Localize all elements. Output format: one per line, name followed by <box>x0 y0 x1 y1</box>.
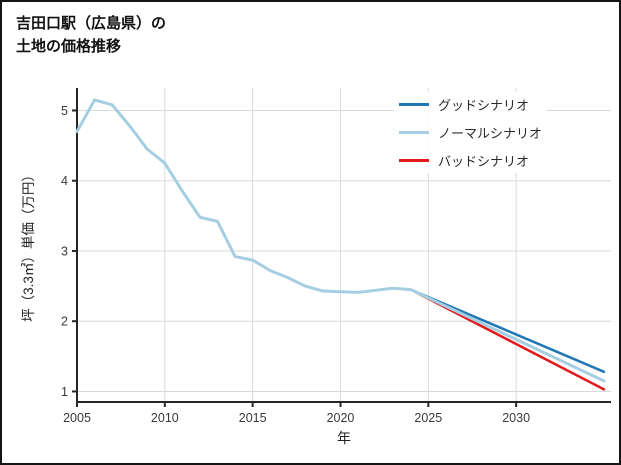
legend-item-good-scenario: グッドシナリオ <box>399 95 542 114</box>
legend-line-normal-scenario <box>399 131 429 134</box>
y-tick-label: 4 <box>61 174 68 188</box>
x-tick-label: 2015 <box>239 411 267 425</box>
chart-title: 吉田口駅（広島県）の 土地の価格推移 <box>16 12 166 59</box>
x-axis-label: 年 <box>337 430 351 446</box>
legend-line-bad-scenario <box>399 159 429 162</box>
series-line-1 <box>75 98 606 383</box>
x-tick-label: 2030 <box>502 411 530 425</box>
legend-label-bad-scenario: バッドシナリオ <box>438 154 530 169</box>
y-tick-label: 1 <box>61 385 68 399</box>
legend-label-good-scenario: グッドシナリオ <box>438 98 530 113</box>
x-tick-label: 2025 <box>414 411 442 425</box>
y-tick-label: 3 <box>61 244 68 258</box>
y-tick-label: 5 <box>61 104 68 118</box>
x-tick-label: 2010 <box>151 411 179 425</box>
x-tick-label: 2005 <box>63 411 91 425</box>
legend-item-normal-scenario: ノーマルシナリオ <box>399 123 542 142</box>
x-tick-label: 2020 <box>327 411 355 425</box>
chart-title-line2: 土地の価格推移 <box>16 38 122 56</box>
chart-title-line1: 吉田口駅（広島県）の <box>16 15 167 32</box>
y-tick-label: 2 <box>61 315 68 329</box>
legend-line-good-scenario <box>399 103 429 106</box>
legend: グッドシナリオ ノーマルシナリオ バッドシナリオ <box>394 92 548 173</box>
legend-item-bad-scenario: バッドシナリオ <box>399 151 542 170</box>
legend-label-normal-scenario: ノーマルシナリオ <box>438 126 543 141</box>
y-axis-label: 坪（3.3㎡）単価（万円） <box>21 168 36 322</box>
